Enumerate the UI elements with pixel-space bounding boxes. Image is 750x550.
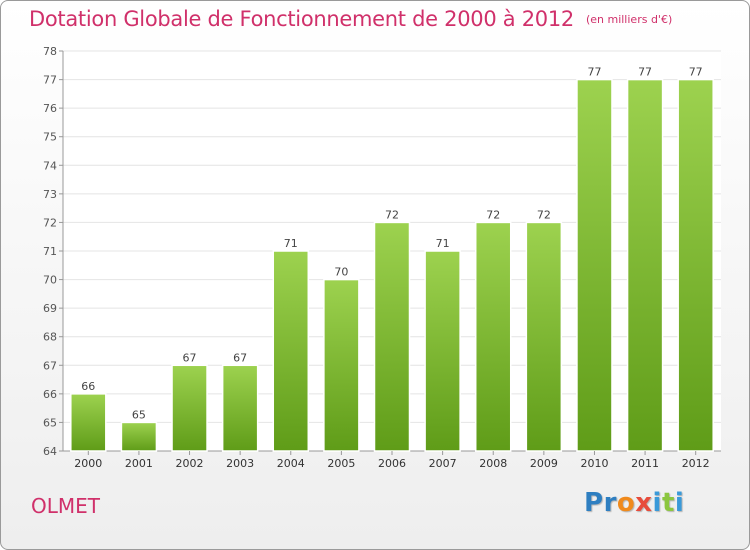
y-tick-label: 68: [43, 331, 57, 344]
y-tick-label: 64: [43, 445, 57, 458]
x-tick-label: 2003: [226, 457, 254, 470]
bar-value-label: 71: [436, 237, 450, 250]
y-tick-label: 70: [43, 274, 57, 287]
bar: [474, 221, 512, 452]
y-tick-label: 71: [43, 245, 57, 258]
chart-subtitle: (en milliers d'€): [585, 13, 673, 26]
bar: [677, 78, 714, 452]
bar-value-label: 72: [385, 208, 399, 221]
brand-logo[interactable]: Proxiti: [584, 488, 685, 518]
x-tick-label: 2012: [682, 457, 710, 470]
bar-value-label: 72: [486, 208, 500, 221]
y-tick-label: 76: [43, 102, 57, 115]
x-tick-label: 2006: [378, 457, 406, 470]
x-tick-label: 2009: [530, 457, 558, 470]
x-tick-label: 2004: [277, 457, 305, 470]
bar-value-label: 77: [587, 66, 601, 79]
chart-title: Dotation Globale de Fonctionnement de 20…: [29, 7, 574, 31]
title-row: Dotation Globale de Fonctionnement de 20…: [29, 7, 672, 31]
bar: [120, 421, 158, 452]
bar: [373, 221, 411, 452]
bar: [323, 278, 360, 452]
bar: [272, 250, 310, 452]
bar-value-label: 67: [233, 351, 247, 364]
y-tick-label: 65: [43, 416, 57, 429]
x-tick-label: 2010: [580, 457, 608, 470]
bar: [525, 221, 563, 452]
bar: [626, 78, 664, 452]
bar-value-label: 66: [81, 380, 95, 393]
bar-value-label: 70: [334, 266, 348, 279]
x-tick-label: 2008: [479, 457, 507, 470]
y-tick-label: 69: [43, 302, 57, 315]
x-tick-label: 2011: [631, 457, 659, 470]
y-tick-label: 72: [43, 216, 57, 229]
bar: [576, 78, 613, 452]
x-tick-label: 2001: [125, 457, 153, 470]
place-name: OLMET: [31, 494, 100, 518]
y-tick-label: 78: [43, 45, 57, 58]
y-tick-label: 75: [43, 131, 57, 144]
bar-value-label: 77: [689, 66, 703, 79]
bar-value-label: 72: [537, 208, 551, 221]
x-tick-label: 2002: [176, 457, 204, 470]
bar-value-label: 71: [284, 237, 298, 250]
x-tick-label: 2007: [429, 457, 457, 470]
bar: [424, 250, 461, 452]
bar: [171, 364, 208, 452]
y-tick-label: 73: [43, 188, 57, 201]
bar: [70, 393, 107, 452]
bar-value-label: 77: [638, 66, 652, 79]
x-tick-label: 2000: [74, 457, 102, 470]
bar: [221, 364, 259, 452]
y-tick-label: 77: [43, 74, 57, 87]
y-tick-label: 66: [43, 388, 57, 401]
x-tick-label: 2005: [327, 457, 355, 470]
y-tick-label: 74: [43, 159, 57, 172]
bar-value-label: 65: [132, 408, 146, 421]
y-tick-label: 67: [43, 359, 57, 372]
bar-value-label: 67: [183, 351, 197, 364]
